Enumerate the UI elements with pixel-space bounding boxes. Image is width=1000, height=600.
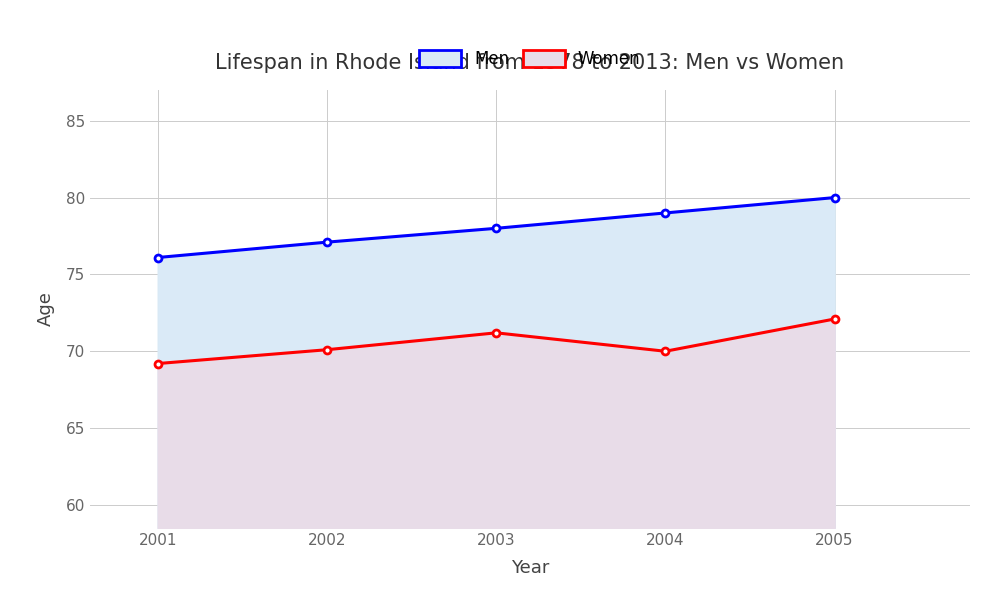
Y-axis label: Age: Age	[37, 292, 55, 326]
Title: Lifespan in Rhode Island from 1978 to 2013: Men vs Women: Lifespan in Rhode Island from 1978 to 20…	[215, 53, 845, 73]
X-axis label: Year: Year	[511, 559, 549, 577]
Legend: Men, Women: Men, Women	[411, 41, 649, 76]
